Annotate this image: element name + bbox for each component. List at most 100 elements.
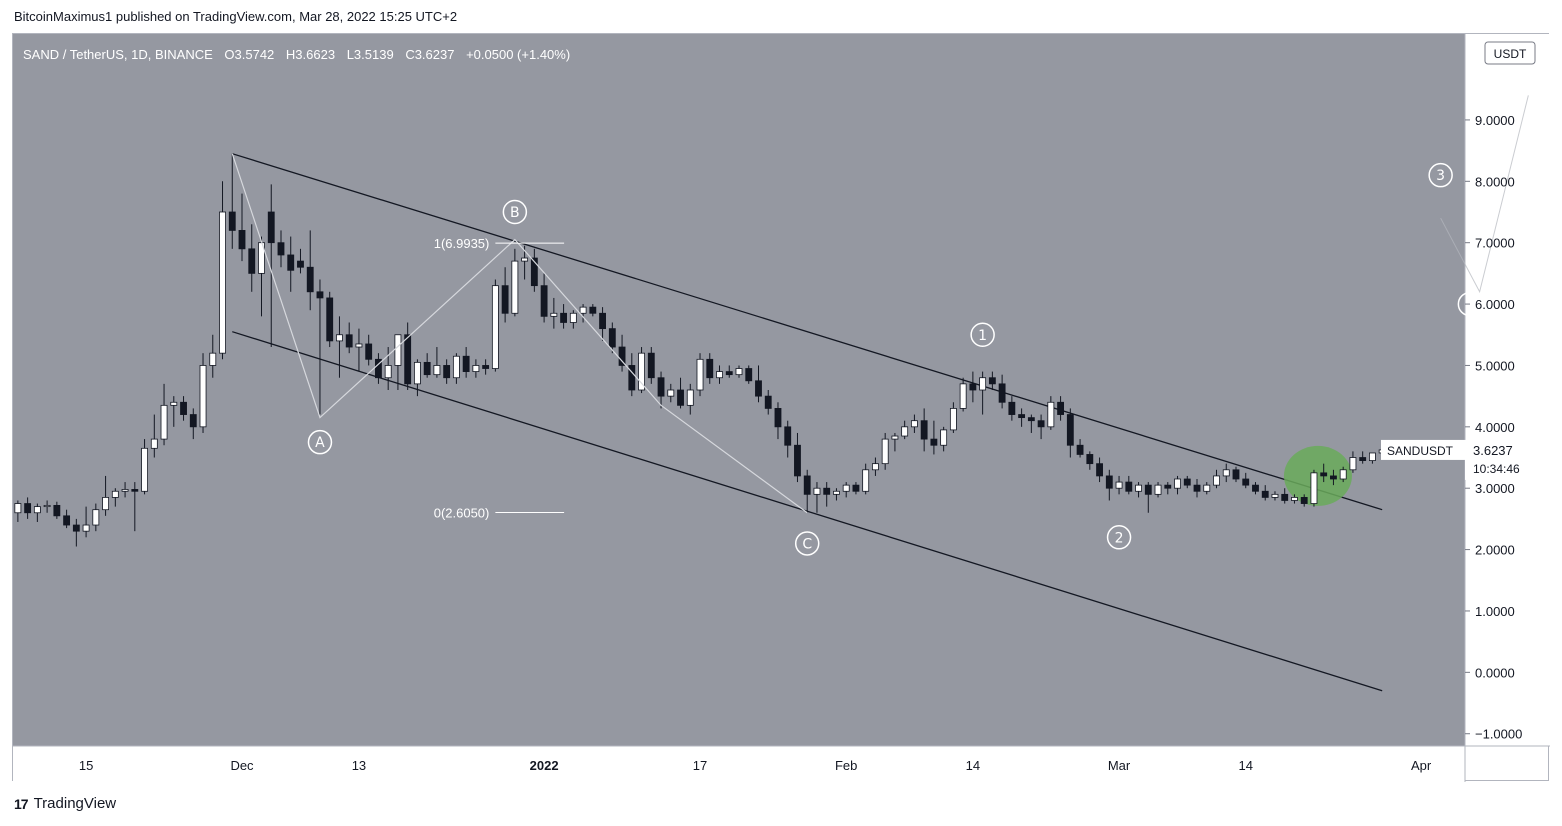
candle-body [1310, 472, 1318, 504]
currency-badge[interactable]: USDT [1484, 41, 1536, 65]
candle-body [141, 447, 148, 492]
candle [1320, 463, 1328, 483]
candle-body [336, 334, 343, 342]
candle-body [491, 285, 499, 369]
candle [881, 432, 889, 470]
wave-label-text: 1 [978, 328, 987, 344]
price-tick-label: 8.0000 [1475, 174, 1515, 189]
candle-body [53, 504, 61, 517]
candle [1164, 482, 1172, 495]
candle [1213, 469, 1220, 489]
candle [1066, 408, 1074, 458]
wave-labels: A B C 1 2 3 4 [307, 162, 1483, 556]
candle [540, 273, 548, 323]
high-value: 3.6623 [295, 47, 335, 62]
price-tag-value: 3.6237 [1473, 443, 1513, 458]
candle-body [920, 420, 928, 440]
candle-body [1154, 484, 1162, 495]
price-axis[interactable] [1465, 34, 1550, 746]
candle [647, 347, 655, 384]
candle-body [1252, 484, 1259, 492]
price-tag-countdown: 10:34:46 [1473, 462, 1520, 476]
chart-panel[interactable]: 1(6.9935) 0(2.6050) A B C 1 2 3 4 9.0000 8.0000 7… [12, 33, 1550, 782]
candlestick-chart[interactable]: 1(6.9935) 0(2.6050) A B C 1 2 3 4 9.0000 8.0000 7… [13, 34, 1550, 782]
candle [141, 439, 148, 495]
candle [569, 310, 577, 329]
candle-body [63, 515, 71, 526]
wave-label-2: 2 [1106, 525, 1132, 550]
candle [530, 248, 538, 292]
symbol-title: SAND / TetherUS, 1D, BINANCE [23, 47, 213, 62]
price-tick-label: 1.0000 [1475, 604, 1515, 619]
candle-body [443, 365, 451, 379]
wave-label-b: B [502, 199, 528, 225]
high-label: H [286, 47, 295, 62]
candle [1096, 457, 1103, 483]
candle-body [949, 408, 957, 431]
candle [82, 506, 90, 538]
candle [1086, 451, 1094, 470]
candle-body [1320, 472, 1328, 477]
candle [189, 408, 197, 440]
candle-body [1369, 452, 1376, 461]
candle [452, 353, 460, 384]
candle-body [1027, 417, 1035, 422]
candle-body [394, 334, 402, 366]
candle [725, 365, 733, 378]
candle [14, 500, 22, 522]
candle-body [1018, 414, 1026, 419]
candle-body [248, 248, 256, 274]
candle [784, 420, 792, 458]
wave-label-circle [307, 429, 333, 455]
candle-body [1125, 481, 1133, 492]
abc-wave-path [231, 153, 808, 514]
candle-body [345, 334, 353, 348]
candle [150, 414, 158, 458]
candle-body [1076, 444, 1084, 455]
fib-level-label: 0(2.6050) [434, 505, 490, 520]
candle [677, 377, 684, 409]
candle [920, 408, 928, 452]
candle [618, 334, 626, 372]
candle [833, 488, 840, 501]
channel-line-upper [232, 153, 1383, 511]
candle-body [725, 371, 733, 376]
candle-body [599, 312, 606, 330]
candle-body [1271, 493, 1279, 498]
time-axis[interactable] [13, 746, 1465, 782]
candle [774, 402, 782, 440]
time-tick-label: 17 [693, 758, 707, 773]
time-tick-label: Mar [1108, 758, 1131, 773]
candle [1203, 482, 1211, 495]
tradingview-logo[interactable]: 17 TradingView [14, 795, 116, 812]
candle-body [638, 352, 645, 391]
symbol-legend[interactable]: SAND / TetherUS, 1D, BINANCE O3.5742 H3.… [23, 47, 570, 62]
price-tick-label: −1.0000 [1475, 727, 1522, 742]
price-tick-label: 7.0000 [1475, 236, 1515, 251]
plot-area[interactable] [13, 34, 1465, 746]
candle [823, 482, 831, 507]
candle-body [569, 312, 577, 323]
time-tick-label: 2022 [530, 758, 559, 773]
candle [667, 383, 675, 403]
candle-body [930, 438, 938, 446]
candle [43, 500, 51, 513]
candle [1222, 463, 1230, 483]
candle-body [1359, 457, 1367, 461]
candle-body [267, 211, 275, 244]
open-label: O [224, 47, 234, 62]
candle-body [1213, 475, 1220, 486]
candle-body [92, 509, 100, 526]
candle-body [901, 426, 909, 437]
candle [228, 153, 236, 249]
candle [599, 307, 606, 341]
candle [842, 482, 850, 498]
candle-body [413, 361, 421, 385]
candle [1008, 396, 1016, 421]
candle-body [355, 343, 363, 348]
candle [462, 347, 470, 378]
wave-label-circle [1106, 525, 1132, 550]
candle-body [521, 257, 529, 262]
candle [482, 359, 490, 375]
candle [287, 236, 295, 292]
